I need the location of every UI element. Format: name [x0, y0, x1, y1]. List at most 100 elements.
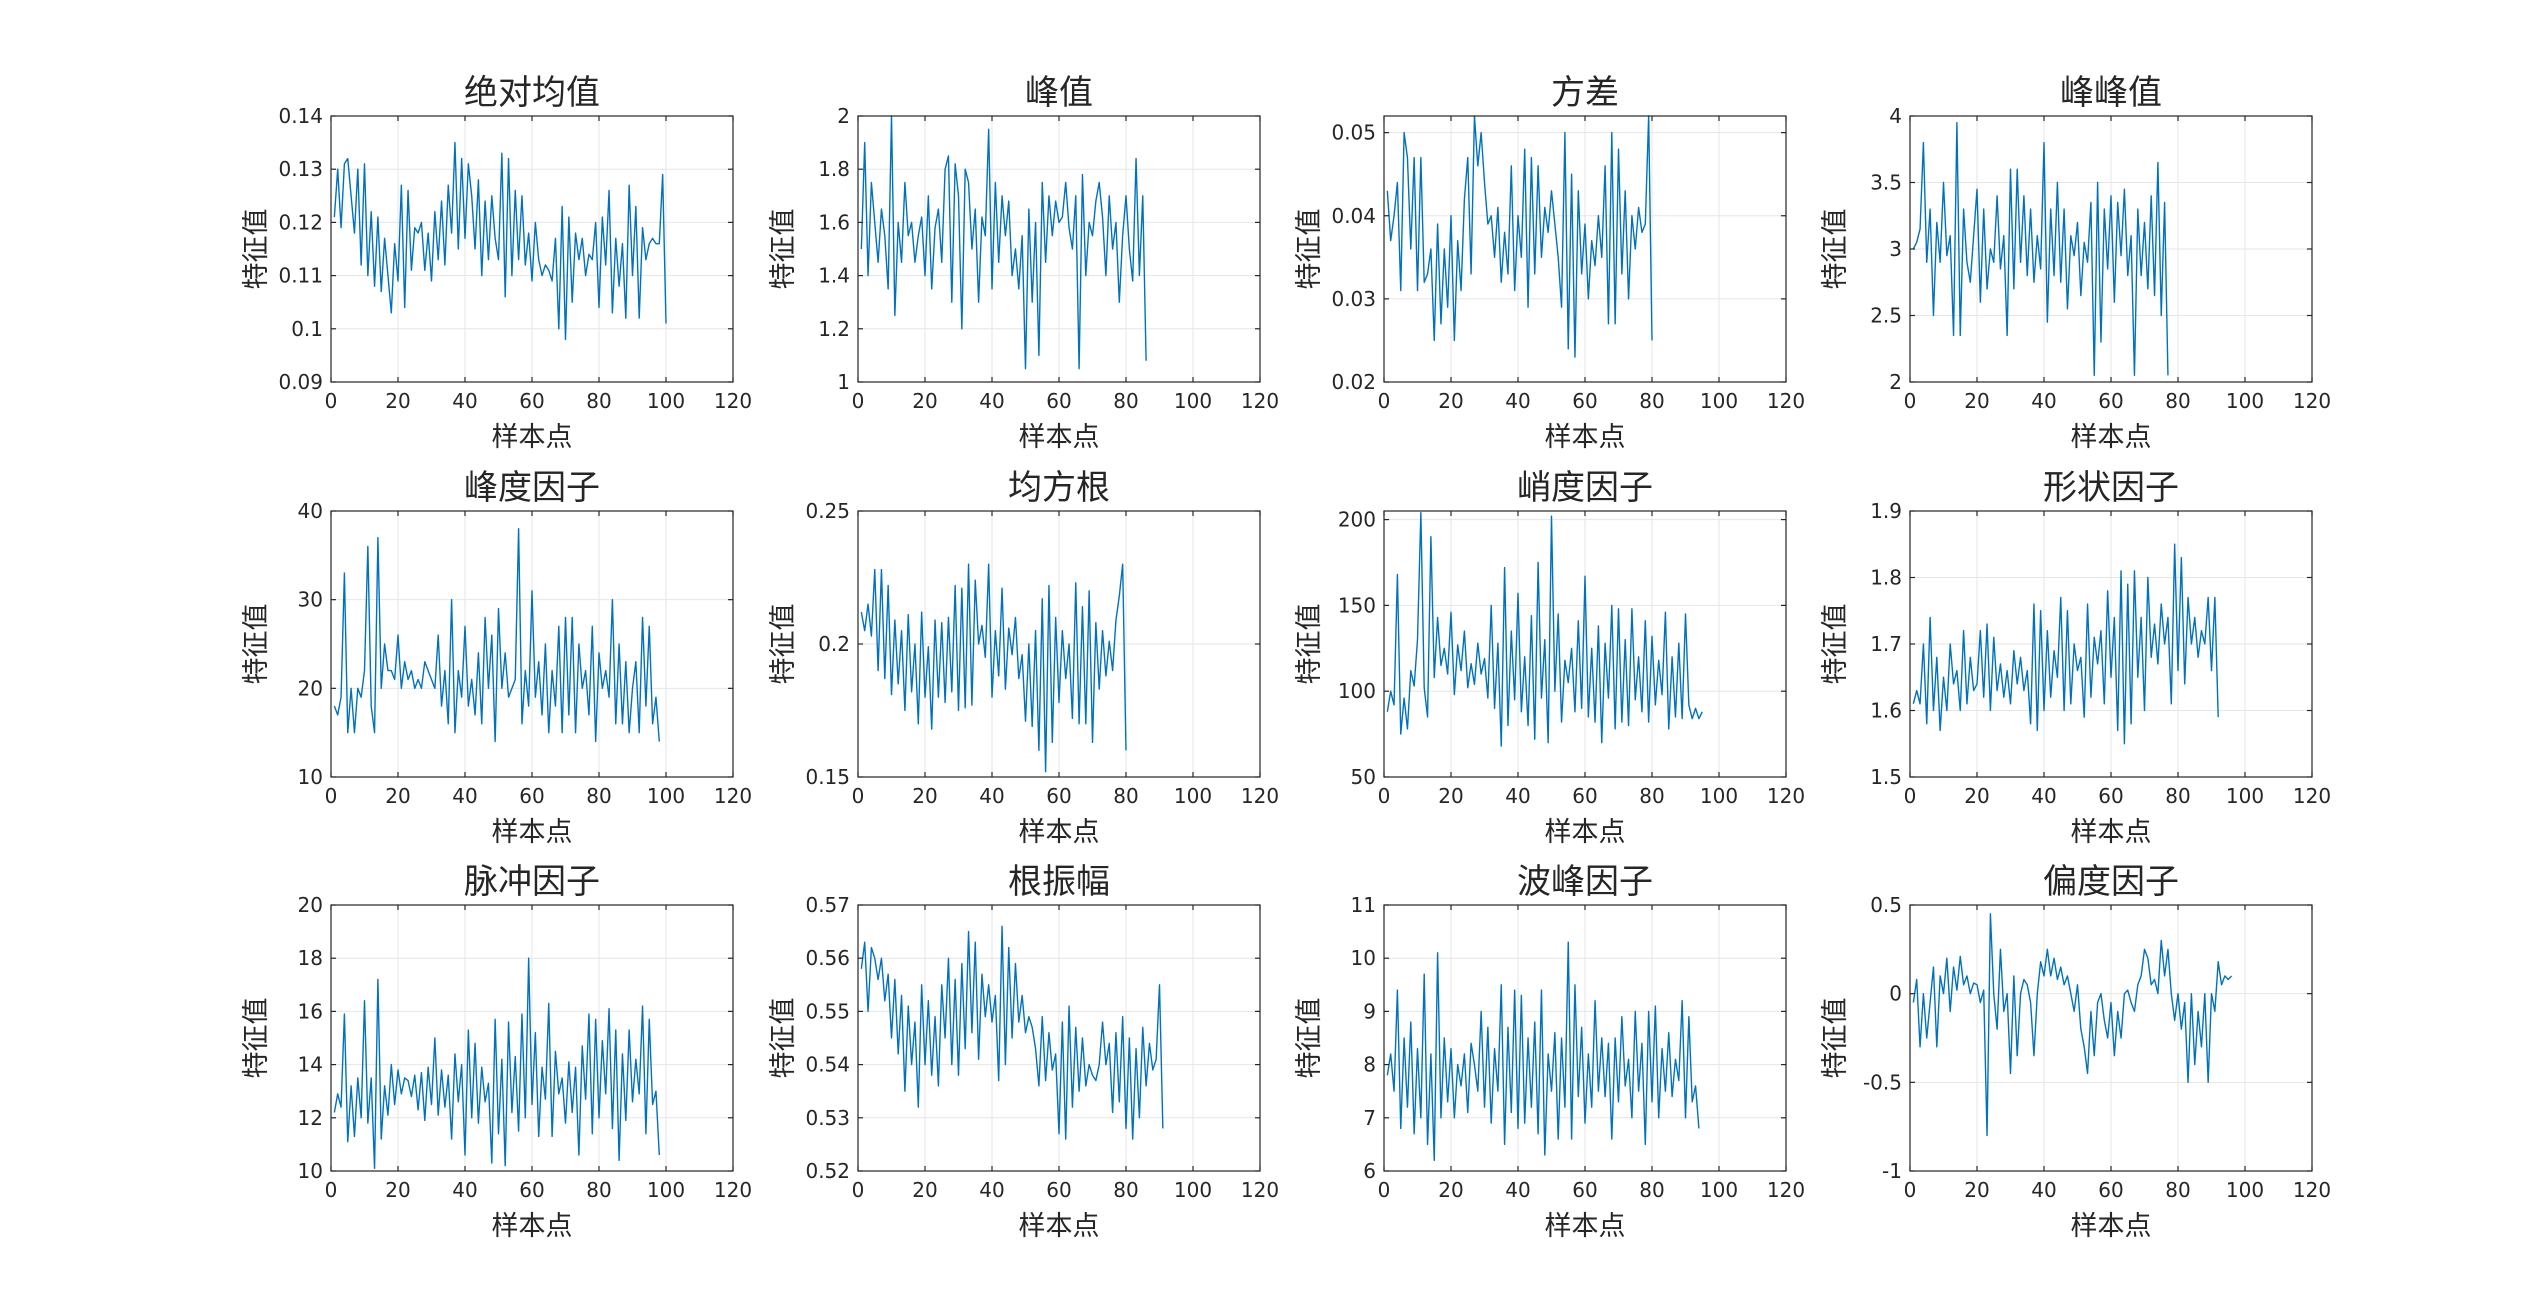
x-tick-label: 80	[1639, 1178, 1664, 1202]
y-tick-label: 1.6	[818, 210, 850, 234]
y-tick-label: 16	[298, 999, 323, 1023]
y-axis-label: 特征值	[1820, 998, 1851, 1079]
y-tick-label: 0.02	[1331, 370, 1376, 394]
y-tick-label: 100	[1338, 679, 1376, 703]
series-line	[333, 528, 660, 743]
y-tick-label: 6	[1363, 1159, 1376, 1183]
plot-title: 均方根	[1008, 468, 1110, 508]
y-tick-label: 0.04	[1331, 204, 1376, 228]
x-tick-label: 40	[1505, 389, 1530, 413]
y-tick-label: 12	[298, 1106, 323, 1130]
x-tick-label: 60	[1572, 389, 1597, 413]
y-tick-label: 0.52	[805, 1159, 850, 1183]
y-axis-label: 特征值	[1820, 209, 1851, 290]
x-axis-label: 样本点	[2071, 1211, 2152, 1242]
y-tick-label: 1.4	[818, 264, 850, 288]
x-tick-label: 0	[325, 784, 338, 808]
x-tick-label: 40	[979, 389, 1004, 413]
y-tick-label: -1	[1882, 1159, 1902, 1183]
x-tick-label: 40	[2031, 784, 2056, 808]
y-tick-label: 14	[298, 1053, 323, 1077]
y-tick-label: 0.53	[805, 1106, 850, 1130]
y-tick-label: 1.9	[1870, 499, 1902, 523]
y-tick-label: 10	[298, 765, 323, 789]
x-tick-label: 100	[1700, 784, 1738, 808]
series-line	[860, 115, 1147, 370]
x-axis-label: 样本点	[1545, 817, 1626, 848]
x-tick-label: 40	[979, 784, 1004, 808]
x-tick-label: 0	[1378, 389, 1391, 413]
series-line	[1912, 121, 2169, 377]
x-tick-label: 20	[1438, 784, 1463, 808]
x-tick-label: 20	[385, 1178, 410, 1202]
x-tick-label: 100	[2226, 1178, 2264, 1202]
y-tick-label: 3.5	[1870, 171, 1902, 195]
series-line	[1386, 512, 1703, 747]
x-tick-label: 80	[2165, 784, 2190, 808]
y-axis-label: 特征值	[1820, 604, 1851, 685]
x-tick-label: 80	[1113, 1178, 1138, 1202]
x-tick-label: 120	[1241, 784, 1279, 808]
x-tick-label: 80	[1113, 389, 1138, 413]
y-tick-label: 10	[298, 1159, 323, 1183]
y-axis-label: 特征值	[241, 998, 272, 1079]
y-tick-label: 1.2	[818, 317, 850, 341]
x-tick-label: 60	[1046, 1178, 1071, 1202]
x-axis-label: 样本点	[492, 817, 573, 848]
y-tick-label: 8	[1363, 1053, 1376, 1077]
x-tick-label: 80	[586, 784, 611, 808]
y-tick-label: 0.5	[1870, 893, 1902, 917]
y-tick-label: 0.05	[1331, 121, 1376, 145]
x-tick-label: 40	[979, 1178, 1004, 1202]
y-tick-label: 150	[1338, 593, 1376, 617]
x-tick-label: 40	[2031, 1178, 2056, 1202]
y-tick-label: 30	[298, 588, 323, 612]
x-tick-label: 0	[1904, 389, 1917, 413]
y-axis-label: 特征值	[241, 604, 272, 685]
x-tick-label: 0	[1378, 784, 1391, 808]
x-tick-label: 60	[1572, 784, 1597, 808]
plot-title: 形状因子	[2043, 468, 2179, 508]
x-tick-label: 40	[452, 389, 477, 413]
y-tick-label: 20	[298, 676, 323, 700]
plot-title: 波峰因子	[1517, 862, 1653, 902]
x-tick-label: 120	[1767, 784, 1805, 808]
y-tick-label: 20	[298, 893, 323, 917]
x-tick-label: 40	[1505, 784, 1530, 808]
plot-title: 绝对均值	[464, 73, 600, 113]
x-tick-label: 0	[1378, 1178, 1391, 1202]
x-tick-label: 40	[452, 784, 477, 808]
x-tick-label: 100	[647, 389, 685, 413]
x-tick-label: 20	[1964, 389, 1989, 413]
y-tick-label: 0.15	[805, 765, 850, 789]
series-line	[1386, 941, 1700, 1162]
y-tick-label: 2.5	[1870, 304, 1902, 328]
x-tick-label: 80	[586, 389, 611, 413]
y-tick-label: 9	[1363, 999, 1376, 1023]
x-tick-label: 60	[519, 1178, 544, 1202]
x-tick-label: 40	[1505, 1178, 1530, 1202]
y-axis-label: 特征值	[768, 604, 799, 685]
y-tick-label: 40	[298, 499, 323, 523]
y-tick-label: 0.03	[1331, 287, 1376, 311]
x-tick-label: 20	[1438, 1178, 1463, 1202]
x-tick-label: 80	[2165, 389, 2190, 413]
x-axis-label: 样本点	[1545, 1211, 1626, 1242]
x-tick-label: 100	[647, 1178, 685, 1202]
x-axis-label: 样本点	[492, 1211, 573, 1242]
y-tick-label: 3	[1889, 237, 1902, 261]
y-tick-label: 1.6	[1870, 699, 1902, 723]
plot-title: 脉冲因子	[464, 862, 600, 902]
y-tick-label: 4	[1889, 104, 1902, 128]
x-tick-label: 120	[714, 1178, 752, 1202]
x-tick-label: 60	[1572, 1178, 1597, 1202]
series-line	[860, 925, 1164, 1140]
y-tick-label: 11	[1351, 893, 1376, 917]
x-tick-label: 20	[1964, 1178, 1989, 1202]
y-tick-label: 2	[1889, 370, 1902, 394]
